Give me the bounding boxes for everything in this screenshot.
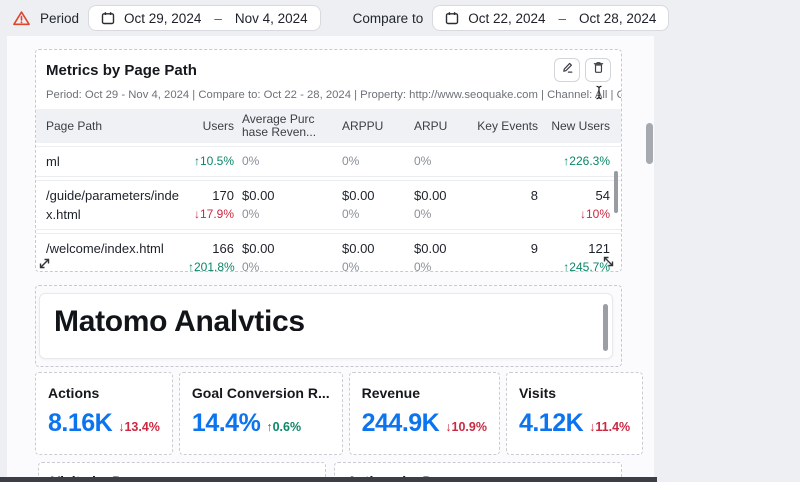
widget-title: Metrics by Page Path (46, 62, 197, 79)
metric-card-delta: ↓10.9% (445, 420, 487, 434)
column-header-page-path[interactable]: Page Path (46, 119, 103, 133)
cell-new-users: 121 (588, 241, 610, 256)
cell-new-users: 54 (595, 188, 610, 203)
widget-filter-summary: Period: Oct 29 - Nov 4, 2024 | Compare t… (36, 82, 621, 109)
cell-users: 166 (212, 241, 234, 256)
metric-card-value: 14.4% (191, 409, 261, 437)
column-header-arppu[interactable]: ARPPU (342, 119, 384, 133)
metric-card-title: Actions (48, 385, 100, 401)
cell-arppu: $0.00 (342, 188, 375, 203)
edit-widget-button[interactable] (554, 58, 580, 82)
metric-card-actions[interactable]: Actions 8.16K ↓13.4% (35, 372, 173, 455)
cell-arpu-sub: 0% (414, 260, 432, 272)
matomo-analytics-title: Matomo Analytics (54, 306, 305, 331)
resize-handle-bottom-right[interactable] (602, 255, 615, 268)
cell-users-delta: ↑201.8% (188, 260, 235, 272)
metric-cards-row: Actions 8.16K ↓13.4% Goal Conversion R..… (35, 372, 644, 455)
metric-card-value: 244.9K (361, 409, 440, 437)
column-header-arpu[interactable]: ARPU (414, 119, 448, 133)
cell-key-events: 8 (530, 188, 538, 203)
metric-card-visits[interactable]: Visits 4.12K ↓11.4% (505, 372, 644, 455)
cell-arppu-sub: 0% (342, 207, 360, 221)
cell-page-path: /welcome/index.html (46, 241, 164, 256)
compare-end-date: Oct 28, 2024 (579, 10, 657, 26)
period-label: Period (40, 10, 80, 26)
cell-arpu: $0.00 (414, 241, 447, 256)
cell-avg-purchase-sub: 0% (242, 207, 260, 221)
cell-page-path: /guide/parameters/index.html (46, 188, 179, 222)
cell-new-users-delta: ↑226.3% (563, 154, 610, 168)
cell-avg-purchase: $0.00 (242, 241, 275, 256)
cell-page-path: ml (46, 154, 60, 169)
period-date-range-picker[interactable]: Oct 29, 2024 – Nov 4, 2024 (88, 5, 321, 31)
cell-users-delta: ↑10.5% (193, 154, 234, 168)
table-row[interactable]: /welcome/index.html 166 ↑201.8% $0.00 0% $… (36, 233, 621, 272)
matomo-card-scrollbar[interactable] (603, 304, 608, 351)
cell-key-events: 9 (530, 241, 538, 256)
metric-card-value: 8.16K (48, 409, 113, 437)
metric-card-delta: ↓13.4% (118, 420, 160, 434)
cell-users: 170 (212, 188, 234, 203)
cell-arppu-sub: 0% (342, 154, 360, 168)
metric-card-delta: ↑0.6% (266, 420, 302, 434)
table-row[interactable]: /guide/parameters/index.html 170 ↓17.9% $… (36, 180, 621, 230)
window-bottom-edge (0, 477, 657, 482)
cell-arpu: $0.00 (414, 188, 447, 203)
column-header-avg-purchase-revenue[interactable]: Average Purc hase Reven... (242, 112, 317, 139)
compare-date-range-picker[interactable]: Oct 22, 2024 – Oct 28, 2024 (432, 5, 670, 31)
table-row[interactable]: ml ↑10.5% 0% 0% 0% ↑226.3% (36, 146, 621, 177)
date-range-separator: – (558, 10, 567, 26)
column-header-new-users[interactable]: New Users (551, 119, 610, 133)
period-toolbar: Period Oct 29, 2024 – Nov 4, 2024 Compar… (0, 0, 800, 36)
cell-arpu-sub: 0% (414, 154, 432, 168)
compare-to-label: Compare to (352, 10, 424, 26)
cell-users-delta: ↓17.9% (193, 207, 234, 221)
metric-card-title: Revenue (361, 385, 420, 401)
date-range-separator: – (214, 10, 222, 26)
cell-arppu-sub: 0% (342, 260, 360, 272)
metrics-by-page-path-widget[interactable]: Metrics by Page Path (35, 49, 622, 272)
cell-avg-purchase: $0.00 (242, 188, 275, 203)
cell-avg-purchase-sub: 0% (242, 260, 260, 272)
matomo-analytics-card: Matomo Analytics (39, 293, 613, 359)
column-header-users[interactable]: Users (202, 119, 234, 133)
cell-arppu: $0.00 (342, 241, 375, 256)
calendar-icon (101, 11, 115, 25)
compare-start-date: Oct 22, 2024 (468, 10, 546, 26)
cell-new-users-delta: ↑245.7% (563, 260, 610, 272)
matomo-analytics-widget[interactable]: Matomo Analytics (35, 285, 622, 367)
table-vertical-scrollbar[interactable] (614, 171, 618, 213)
table-body: ml ↑10.5% 0% 0% 0% ↑226.3% /guide/parame… (36, 143, 621, 272)
metric-card-title: Goal Conversion R... (191, 385, 330, 401)
dashboard-canvas: Metrics by Page Path (7, 36, 654, 482)
trash-icon (592, 61, 605, 79)
metric-card-title: Visits (518, 385, 557, 401)
metric-card-goal-conversion-rate[interactable]: Goal Conversion R... 14.4% ↑0.6% (178, 372, 343, 455)
period-start-date: Oct 29, 2024 (124, 10, 202, 26)
text-cursor-ibeam (595, 85, 603, 103)
period-end-date: Nov 4, 2024 (234, 10, 308, 26)
table-header-row: Page Path Users Average Purc hase Reven.… (36, 109, 621, 143)
warning-icon (12, 10, 31, 27)
metric-card-value: 4.12K (518, 409, 584, 437)
cell-new-users-delta: ↓10% (579, 207, 610, 221)
delete-widget-button[interactable] (585, 58, 611, 82)
metric-card-revenue[interactable]: Revenue 244.9K ↓10.9% (348, 372, 500, 455)
metric-card-delta: ↓11.4% (589, 420, 631, 434)
column-header-key-events[interactable]: Key Events (477, 119, 538, 133)
page-vertical-scrollbar[interactable] (646, 123, 653, 164)
pencil-icon (561, 61, 574, 79)
cell-avg-purchase-sub: 0% (242, 154, 260, 168)
calendar-icon (445, 11, 459, 25)
resize-handle-bottom-left[interactable] (38, 257, 51, 270)
cell-arpu-sub: 0% (414, 207, 432, 221)
